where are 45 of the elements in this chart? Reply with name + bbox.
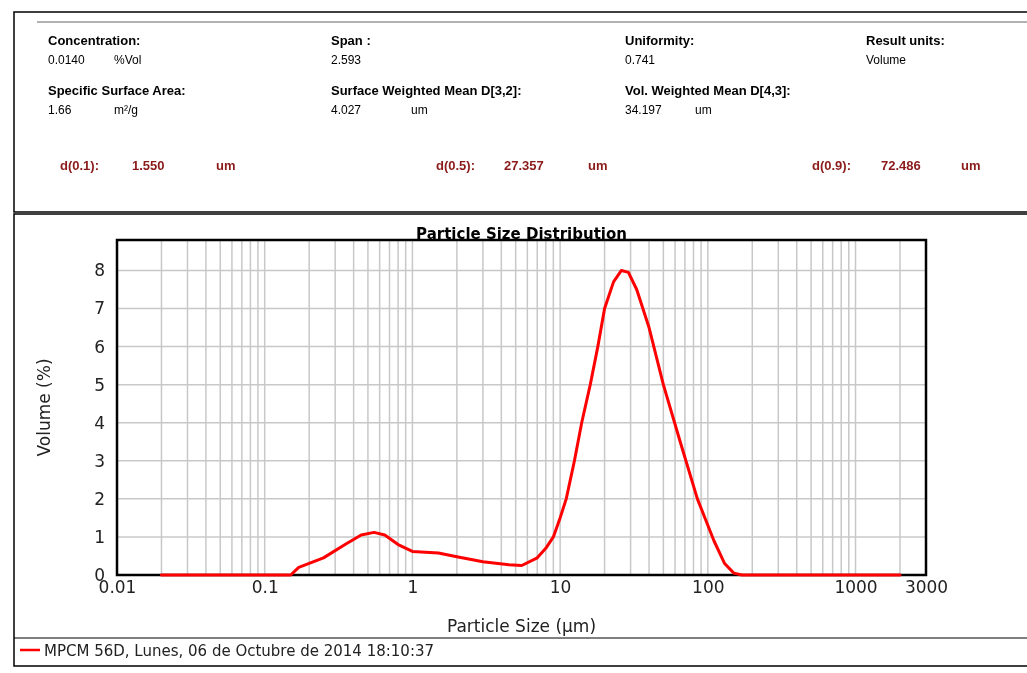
text: um (411, 103, 428, 117)
text: 27.357 (504, 158, 544, 173)
text: 2.593 (331, 53, 362, 67)
y-tick-label: 5 (94, 374, 105, 395)
text: Concentration: (48, 33, 141, 48)
x-tick-label: 1 (407, 577, 419, 598)
text: 34.197 (625, 103, 663, 117)
x-tick-label: 100 (692, 577, 725, 598)
text: Uniformity: (625, 33, 695, 48)
text: 1.66 (48, 103, 72, 117)
y-tick-label: 1 (94, 526, 105, 547)
text: um (216, 158, 236, 173)
text: 0.0140 (48, 53, 86, 67)
x-tick-label: 3000 (904, 577, 949, 598)
text: Volume (866, 53, 907, 67)
text: 4.027 (331, 103, 362, 117)
text: Span : (331, 33, 371, 48)
text: 0.741 (625, 53, 656, 67)
text: Vol. Weighted Mean D[4,3]: (625, 83, 791, 98)
y-tick-label: 2 (94, 488, 105, 509)
text: Surface Weighted Mean D[3,2]: (331, 83, 522, 98)
text: d(0.1): (60, 158, 99, 173)
legend-label: MPCM 56D, Lunes, 06 de Octubre de 2014 18:10:37 (44, 642, 435, 660)
text: um (961, 158, 981, 173)
x-axis-title: Particle Size (µm) (446, 616, 597, 636)
chart-title: Particle Size Distribution (416, 225, 627, 243)
text: m²/g (114, 103, 138, 117)
text: d(0.9): (812, 158, 851, 173)
x-tick-label: 10 (549, 577, 572, 598)
text: d(0.5): (436, 158, 475, 173)
x-tick-label: 1000 (834, 577, 878, 598)
y-tick-label: 8 (94, 260, 105, 281)
y-axis-title: Volume (%) (34, 358, 54, 457)
text: 1.550 (132, 158, 165, 173)
text: 72.486 (881, 158, 921, 173)
text: Result units: (866, 33, 945, 48)
y-tick-label: 6 (94, 336, 105, 357)
text: um (695, 103, 712, 117)
text: Specific Surface Area: (48, 83, 186, 98)
y-tick-label: 4 (94, 412, 105, 433)
y-tick-label: 7 (94, 298, 105, 319)
text: %Vol (114, 53, 142, 67)
x-tick-label: 0.1 (251, 577, 279, 598)
text: um (588, 158, 608, 173)
y-tick-label: 3 (94, 450, 105, 471)
